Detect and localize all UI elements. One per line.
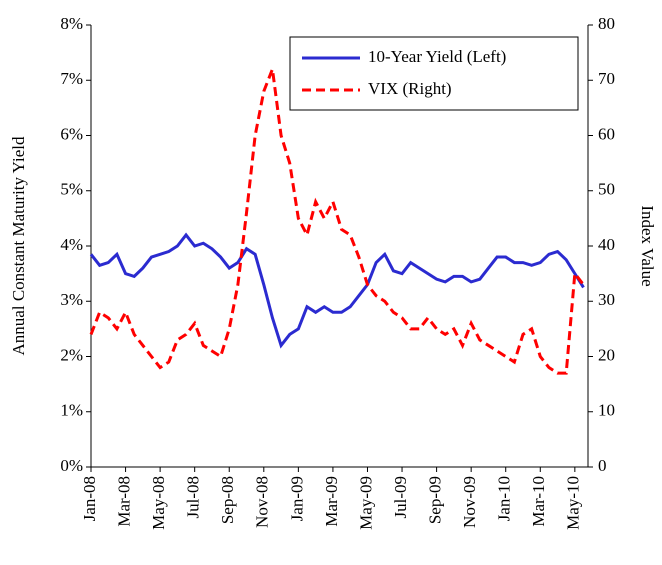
legend-box [289, 36, 579, 111]
y2-tick-label: 10 [598, 401, 615, 420]
x-tick-label: Jul-08 [184, 476, 203, 519]
y-tick-label: 6% [60, 124, 83, 143]
x-tick-label: Jan-10 [495, 476, 514, 521]
x-tick-label: Nov-08 [253, 476, 272, 528]
y-tick-label: 1% [60, 401, 83, 420]
y2-tick-label: 20 [598, 345, 615, 364]
legend-label: VIX (Right) [368, 79, 452, 98]
y2-tick-label: 0 [598, 456, 607, 475]
x-tick-label: Jan-09 [287, 476, 306, 521]
x-tick-label: May-10 [564, 476, 583, 530]
y-axis-title: Annual Constant Maturity Yield [9, 136, 28, 355]
x-tick-label: Sep-08 [218, 476, 237, 524]
series-line [89, 68, 585, 375]
y2-tick-label: 50 [598, 180, 615, 199]
y-tick-label: 0% [60, 456, 83, 475]
y2-tick-label: 70 [598, 69, 615, 88]
y-tick-label: 2% [60, 345, 83, 364]
y2-tick-label: 60 [598, 124, 615, 143]
y-tick-label: 4% [60, 235, 83, 254]
y2-tick-label: 40 [598, 235, 615, 254]
y2-tick-label: 30 [598, 290, 615, 309]
legend-label: 10-Year Yield (Left) [368, 47, 506, 66]
x-tick-label: Jan-08 [80, 476, 99, 521]
y-tick-label: 5% [60, 180, 83, 199]
x-tick-label: May-08 [149, 476, 168, 530]
y-tick-label: 8% [60, 14, 83, 33]
x-tick-label: May-09 [356, 476, 375, 530]
y-tick-label: 3% [60, 290, 83, 309]
y2-axis-title: Index Value [638, 205, 657, 286]
series-line [89, 232, 585, 349]
x-tick-label: Sep-09 [426, 476, 445, 524]
x-tick-label: Jul-09 [391, 476, 410, 519]
x-tick-label: Mar-08 [114, 476, 133, 527]
x-tick-label: Nov-09 [460, 476, 479, 528]
y2-tick-label: 80 [598, 14, 615, 33]
y-tick-label: 7% [60, 69, 83, 88]
x-tick-label: Mar-10 [529, 476, 548, 527]
x-tick-label: Mar-09 [322, 476, 341, 527]
